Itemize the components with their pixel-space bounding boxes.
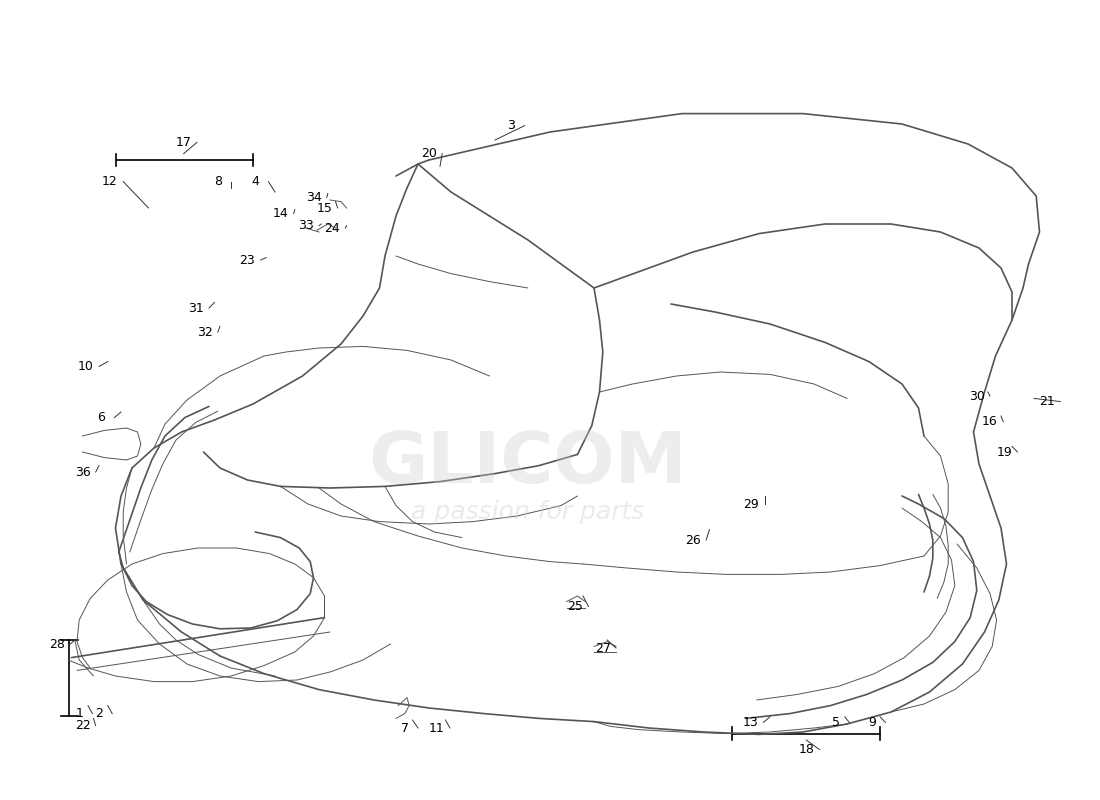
Text: 24: 24 (324, 222, 340, 234)
Text: 14: 14 (273, 207, 288, 220)
Text: 20: 20 (421, 147, 437, 160)
Text: 4: 4 (251, 175, 260, 188)
Text: 8: 8 (213, 175, 222, 188)
Text: 29: 29 (744, 498, 759, 510)
Text: 13: 13 (742, 716, 758, 729)
Text: 23: 23 (240, 254, 255, 266)
Text: 22: 22 (75, 719, 90, 732)
Text: 17: 17 (176, 136, 191, 149)
Text: GLICOM: GLICOM (368, 430, 688, 498)
Text: 7: 7 (400, 722, 409, 734)
Text: 30: 30 (969, 390, 984, 402)
Text: 1: 1 (75, 707, 84, 720)
Text: 2: 2 (95, 707, 103, 720)
Text: 6: 6 (97, 411, 106, 424)
Text: 9: 9 (868, 716, 877, 729)
Text: 27: 27 (595, 642, 610, 654)
Text: 5: 5 (832, 716, 840, 729)
Text: 12: 12 (102, 175, 118, 188)
Text: 31: 31 (188, 302, 204, 314)
Text: 21: 21 (1040, 395, 1055, 408)
Text: 16: 16 (982, 415, 998, 428)
Text: 25: 25 (568, 600, 583, 613)
Text: 18: 18 (799, 743, 814, 756)
Text: 19: 19 (997, 446, 1012, 458)
Text: a passion for parts: a passion for parts (411, 500, 645, 524)
Text: 15: 15 (317, 202, 332, 214)
Text: 11: 11 (429, 722, 444, 734)
Text: 34: 34 (306, 191, 321, 204)
Text: 33: 33 (298, 219, 314, 232)
Text: 28: 28 (50, 638, 65, 650)
Text: 32: 32 (197, 326, 212, 338)
Text: 26: 26 (685, 534, 701, 546)
Text: 10: 10 (78, 360, 94, 373)
Text: 3: 3 (507, 119, 516, 132)
Text: 36: 36 (75, 466, 90, 478)
